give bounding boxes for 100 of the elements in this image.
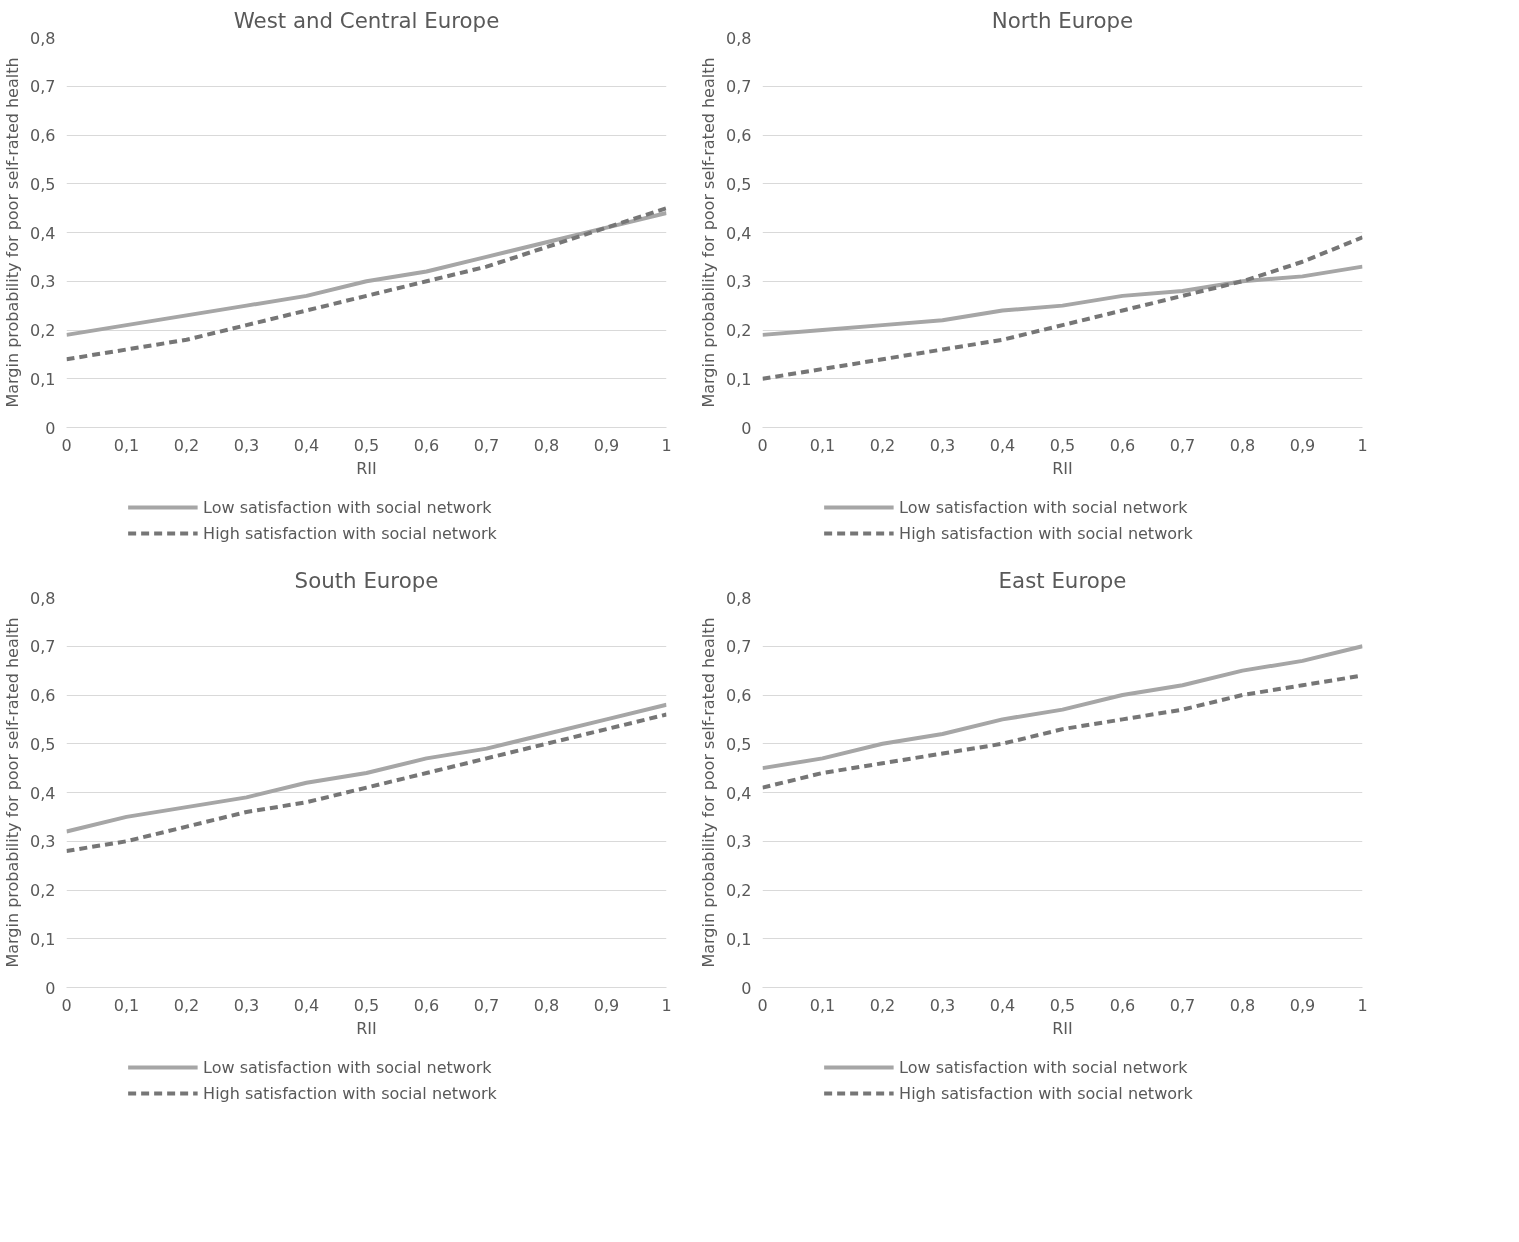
x-tick-label: 0,5 bbox=[1049, 995, 1076, 1015]
x-tick-label: 0,4 bbox=[989, 995, 1016, 1015]
y-tick-label: 0,5 bbox=[726, 734, 752, 754]
y-tick-label: 0,1 bbox=[726, 929, 752, 949]
x-tick-label: 0,3 bbox=[233, 435, 260, 455]
x-tick-label: 0,1 bbox=[113, 995, 140, 1015]
x-tick-label: 0,8 bbox=[1229, 995, 1256, 1015]
chart-title: East Europe bbox=[998, 567, 1127, 593]
x-tick-label: 0,7 bbox=[1169, 435, 1196, 455]
y-tick-label: 0,2 bbox=[726, 881, 752, 900]
y-axis-title: Margin probability for poor self-rated health bbox=[699, 617, 719, 968]
y-tick-label: 0,8 bbox=[30, 28, 56, 48]
y-tick-label: 0,6 bbox=[30, 126, 56, 145]
x-tick-label: 1 bbox=[661, 435, 672, 455]
legend-label: Low satisfaction with social network bbox=[899, 1057, 1188, 1077]
line-series bbox=[66, 712, 667, 853]
y-tick-label: 0 bbox=[45, 418, 56, 438]
x-tick-label: 0 bbox=[757, 435, 768, 455]
legend-label: Low satisfaction with social network bbox=[203, 1057, 492, 1077]
y-tick-label: 0,8 bbox=[726, 588, 752, 608]
y-axis-title: Margin probability for poor self-rated health bbox=[3, 57, 23, 408]
line-series bbox=[762, 644, 1363, 771]
legend-label: Low satisfaction with social network bbox=[203, 497, 492, 517]
x-tick-label: 0,4 bbox=[989, 435, 1016, 455]
x-tick-label: 0,1 bbox=[809, 995, 836, 1015]
legend-label: High satisfaction with social network bbox=[203, 1083, 497, 1103]
y-tick-label: 0 bbox=[741, 418, 752, 438]
x-tick-label: 0,3 bbox=[233, 995, 260, 1015]
y-tick-label: 0,8 bbox=[30, 588, 56, 608]
x-tick-label: 0,9 bbox=[1289, 435, 1316, 455]
line-series bbox=[66, 211, 667, 337]
x-tick-label: 0,5 bbox=[1049, 435, 1076, 455]
x-tick-label: 0,2 bbox=[173, 435, 200, 455]
x-tick-label: 0,8 bbox=[1229, 435, 1256, 455]
y-tick-label: 0,4 bbox=[30, 223, 56, 243]
x-tick-label: 0,6 bbox=[1109, 995, 1136, 1015]
x-tick-label: 0,2 bbox=[869, 435, 896, 455]
line-series bbox=[66, 206, 667, 362]
x-tick-label: 0,6 bbox=[413, 995, 440, 1015]
y-tick-label: 0,3 bbox=[30, 272, 56, 292]
y-tick-label: 0,7 bbox=[30, 77, 56, 97]
y-tick-label: 0,5 bbox=[30, 174, 56, 194]
legend-label: Low satisfaction with social network bbox=[899, 497, 1188, 517]
x-tick-label: 0,9 bbox=[593, 435, 620, 455]
y-tick-label: 0,8 bbox=[726, 28, 752, 48]
y-tick-label: 0,6 bbox=[726, 686, 752, 705]
x-tick-label: 0,9 bbox=[593, 995, 620, 1015]
x-axis-title: RII bbox=[356, 458, 377, 478]
x-tick-label: 0,7 bbox=[1169, 995, 1196, 1015]
chart-title: West and Central Europe bbox=[233, 7, 500, 33]
line-series bbox=[66, 702, 667, 834]
y-tick-label: 0,7 bbox=[726, 637, 752, 657]
x-axis-title: RII bbox=[1052, 458, 1073, 478]
y-tick-label: 0,4 bbox=[726, 223, 752, 243]
y-tick-label: 0,2 bbox=[30, 881, 56, 900]
x-tick-label: 0,1 bbox=[809, 435, 836, 455]
y-tick-label: 0,3 bbox=[30, 832, 56, 852]
x-tick-label: 0,4 bbox=[293, 435, 320, 455]
line-series bbox=[762, 235, 1363, 381]
y-tick-label: 0,7 bbox=[726, 77, 752, 97]
chart-title: South Europe bbox=[294, 567, 439, 593]
x-axis-title: RII bbox=[356, 1018, 377, 1038]
y-tick-label: 0,3 bbox=[726, 272, 752, 292]
y-tick-label: 0,6 bbox=[726, 126, 752, 145]
x-tick-label: 0,9 bbox=[1289, 995, 1316, 1015]
x-tick-label: 0,3 bbox=[929, 995, 956, 1015]
x-tick-label: 0 bbox=[757, 995, 768, 1015]
x-tick-label: 0,6 bbox=[413, 435, 440, 455]
x-tick-label: 0,5 bbox=[353, 995, 380, 1015]
y-axis-title: Margin probability for poor self-rated health bbox=[3, 617, 23, 968]
x-axis-title: RII bbox=[1052, 1018, 1073, 1038]
x-tick-label: 0,7 bbox=[473, 995, 500, 1015]
y-tick-label: 0,4 bbox=[726, 783, 752, 803]
x-tick-label: 0,5 bbox=[353, 435, 380, 455]
x-tick-label: 0 bbox=[61, 995, 72, 1015]
y-tick-label: 0 bbox=[741, 978, 752, 998]
y-tick-label: 0,5 bbox=[726, 174, 752, 194]
legend-label: High satisfaction with social network bbox=[899, 1083, 1193, 1103]
y-tick-label: 0,1 bbox=[726, 369, 752, 389]
x-tick-label: 0,1 bbox=[113, 435, 140, 455]
y-tick-label: 0 bbox=[45, 978, 56, 998]
x-tick-label: 0,3 bbox=[929, 435, 956, 455]
y-tick-label: 0,4 bbox=[30, 783, 56, 803]
x-tick-label: 0,8 bbox=[533, 435, 560, 455]
y-tick-label: 0,1 bbox=[30, 929, 56, 949]
x-tick-label: 0,4 bbox=[293, 995, 320, 1015]
y-tick-label: 0,7 bbox=[30, 637, 56, 657]
legend-label: High satisfaction with social network bbox=[899, 523, 1193, 543]
x-tick-label: 0,7 bbox=[473, 435, 500, 455]
y-tick-label: 0,1 bbox=[30, 369, 56, 389]
y-axis-title: Margin probability for poor self-rated health bbox=[699, 57, 719, 408]
x-tick-label: 1 bbox=[1357, 435, 1368, 455]
y-tick-label: 0,3 bbox=[726, 832, 752, 852]
x-tick-label: 0 bbox=[61, 435, 72, 455]
chart-title: North Europe bbox=[991, 7, 1134, 33]
x-tick-label: 0,8 bbox=[533, 995, 560, 1015]
x-tick-label: 1 bbox=[661, 995, 672, 1015]
y-tick-label: 0,6 bbox=[30, 686, 56, 705]
legend-label: High satisfaction with social network bbox=[203, 523, 497, 543]
y-tick-label: 0,2 bbox=[726, 321, 752, 340]
